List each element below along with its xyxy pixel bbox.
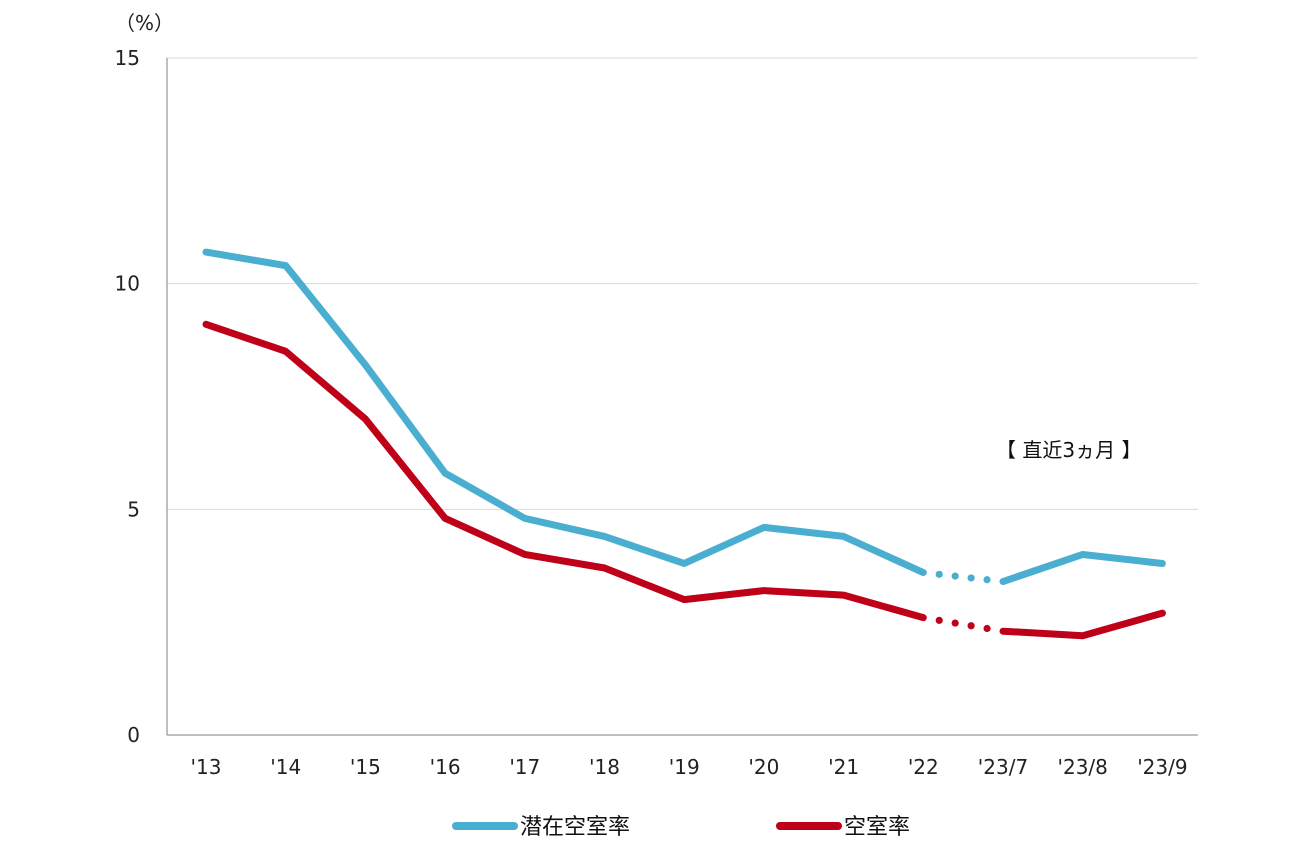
series-dotted-gap-point [983,624,991,633]
axes [166,58,1198,736]
x-tick-label: '15 [350,755,381,779]
x-tick-label: '18 [589,755,620,779]
recent-three-months-annotation: 【 直近3ヵ月 】 [996,438,1141,462]
y-tick-labels: 0 5 10 15 [115,46,140,747]
y-tick-label: 15 [115,46,140,70]
x-tick-label: '16 [430,755,461,779]
x-tick-label: '22 [908,755,939,779]
series-dotted-gap-point [951,619,959,627]
gridlines [167,57,1198,510]
y-axis-unit-label: （%） [115,11,174,35]
x-tick-label: '13 [191,755,222,779]
series-dotted-gap-point [935,616,943,624]
series-line-annual [202,320,927,622]
legend-label: 潜在空室率 [520,815,630,840]
x-tick-label: '21 [828,755,859,779]
series-dotted-gap-point [967,574,975,582]
x-tick-label: '23/8 [1057,755,1107,779]
series-line-monthly [999,550,1166,586]
x-tick-label: '17 [509,755,540,779]
series-dotted-gap-point [935,570,943,578]
series-lines [202,248,1166,640]
x-tick-labels: '13 '14 '15 '16 '17 '18 '19 '20 '21 '22 '23/7 '23/8… [191,755,1188,779]
series-dotted-gap-point [983,576,991,584]
series-1 [202,248,1166,586]
x-tick-label: '23/7 [978,755,1028,779]
series-line-monthly [999,609,1166,640]
x-tick-label: '20 [748,755,779,779]
legend: 潜在空室率 空室率 [452,815,910,840]
series-dotted-gap-point [951,572,959,580]
series-2 [202,320,1166,640]
x-tick-label: '19 [669,755,700,779]
y-tick-label: 10 [115,272,140,296]
legend-label: 空室率 [844,815,910,840]
x-tick-label: '23/9 [1137,755,1187,779]
series-line-annual [202,248,927,577]
x-tick-label: '14 [270,755,301,779]
y-tick-label: 0 [127,723,140,747]
y-tick-label: 5 [127,497,140,521]
series-dotted-gap-point [967,622,975,630]
